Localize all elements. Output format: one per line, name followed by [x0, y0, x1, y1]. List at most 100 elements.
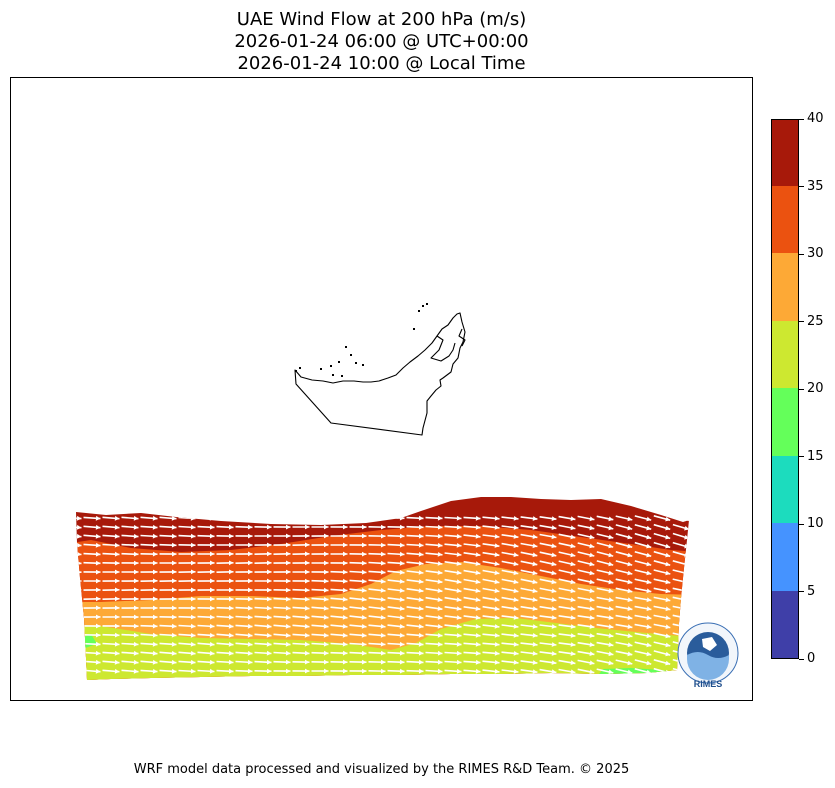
wind-vector-head	[361, 606, 367, 611]
wind-vector-head	[304, 650, 310, 656]
wind-vector-head	[133, 542, 139, 548]
wind-vector-head	[437, 533, 443, 539]
wind-vector-head	[114, 551, 120, 557]
wind-vector-head	[380, 641, 386, 647]
wind-vector-head	[456, 543, 462, 548]
wind-vector-head	[152, 650, 158, 656]
wind-vector-head	[153, 587, 158, 593]
wind-vector-head	[323, 605, 329, 611]
wind-vector-head	[285, 659, 291, 665]
wind-vector-head	[513, 606, 519, 611]
wind-vector-head	[589, 516, 595, 522]
wind-vector-head	[209, 632, 215, 638]
wind-vector-head	[399, 606, 405, 611]
wind-vector-head	[399, 659, 405, 665]
wind-vector-head	[665, 633, 671, 639]
wind-vector-head	[305, 578, 310, 584]
wind-vector-head	[172, 587, 177, 593]
wind-vector-head	[285, 641, 291, 647]
wind-vector-head	[589, 525, 595, 531]
wind-vector-head	[134, 614, 139, 620]
wind-vector-head	[134, 587, 139, 593]
wind-vector-head	[209, 641, 215, 647]
wind-vector-head	[646, 561, 652, 567]
wind-vector-head	[475, 659, 481, 665]
wind-vector-head	[513, 642, 519, 647]
wind-vector-head	[342, 606, 348, 611]
wind-vector-head	[684, 570, 689, 576]
wind-vector-head	[323, 587, 329, 593]
wind-vector-head	[323, 596, 329, 602]
wind-vector-head	[209, 533, 215, 539]
wind-vector-head	[608, 579, 614, 585]
wind-vector-head	[456, 579, 462, 584]
wind-vector-head	[267, 578, 272, 584]
wind-vector-head	[210, 542, 215, 548]
wind-vector-head	[152, 659, 158, 665]
wind-vector-head	[171, 650, 177, 656]
wind-vector-head	[627, 606, 633, 611]
wind-vector-head	[627, 660, 633, 666]
wind-vector-head	[304, 587, 310, 593]
wind-vector-head	[418, 641, 424, 647]
wind-vector-head	[532, 579, 538, 585]
wind-vector-head	[608, 660, 614, 666]
wind-vector-head	[665, 588, 671, 594]
wind-vector-head	[494, 534, 500, 539]
wind-vector-head	[437, 615, 443, 620]
wind-vector-head	[589, 624, 595, 629]
wind-vector-head	[399, 668, 405, 674]
wind-vector-head	[266, 650, 272, 656]
wind-vector-head	[229, 551, 234, 557]
wind-vector-head	[684, 561, 689, 567]
wind-vector-head	[228, 650, 234, 656]
wind-vector-head	[267, 587, 272, 593]
wind-vector-head	[266, 605, 272, 611]
wind-vector-head	[342, 624, 348, 629]
wind-vector-head	[133, 623, 139, 629]
wind-vector-head	[665, 570, 671, 576]
wind-vector-head	[551, 534, 557, 540]
colorbar-tick-label: 40	[807, 111, 824, 126]
wind-vector-head	[494, 579, 500, 585]
colorbar-tick	[799, 186, 804, 187]
wind-vector-head	[532, 543, 538, 549]
wind-vector-head	[380, 659, 386, 665]
wind-vector-head	[304, 605, 310, 611]
wind-vector-head	[267, 569, 272, 575]
wind-vector-head	[305, 569, 310, 575]
wind-vector-head	[646, 597, 652, 603]
wind-vector-head	[418, 542, 424, 548]
wind-vector-head	[190, 659, 196, 665]
wind-vector-head	[608, 597, 614, 603]
wind-vector-head	[190, 524, 196, 530]
wind-vector-head	[513, 525, 519, 530]
wind-vector-head	[437, 668, 443, 674]
wind-vector-head	[456, 668, 462, 674]
wind-vector-head	[286, 551, 291, 557]
wind-vector	[76, 642, 82, 646]
wind-speed-field	[76, 497, 689, 680]
wind-vector-head	[608, 606, 614, 611]
colorbar-segment	[772, 320, 798, 388]
wind-vector-head	[248, 533, 253, 539]
wind-vector-head	[551, 543, 557, 549]
wind-vector-head	[247, 524, 253, 530]
wind-vector-head	[570, 606, 576, 611]
wind-vector-head	[133, 515, 139, 521]
wind-vector-head	[76, 542, 82, 548]
wind-vector-head	[247, 623, 253, 629]
wind-vector-head	[95, 632, 101, 638]
wind-vector-head	[456, 588, 462, 593]
wind-vector-head	[418, 624, 424, 629]
wind-vector-head	[247, 614, 253, 620]
wind-vector-head	[152, 542, 158, 548]
wind-vector-head	[172, 551, 177, 557]
wind-vector-head	[133, 533, 139, 539]
wind-vector-head	[513, 615, 519, 620]
wind-vector-head	[248, 587, 253, 593]
wind-vector-head	[190, 623, 196, 629]
wind-vector-head	[381, 524, 386, 530]
wind-vector-head	[513, 669, 519, 674]
wind-map: RIMES	[76, 303, 739, 689]
